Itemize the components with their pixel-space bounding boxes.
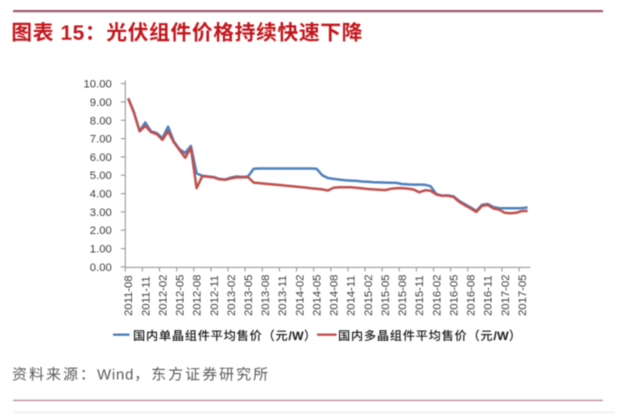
svg-text:2013-05: 2013-05 [243,275,255,316]
svg-text:6.00: 6.00 [90,152,112,164]
svg-text:2012-02: 2012-02 [157,275,169,316]
svg-text:8.00: 8.00 [90,115,112,127]
svg-text:2016-02: 2016-02 [431,275,443,316]
svg-text:3.00: 3.00 [90,207,112,219]
svg-text:2017-02: 2017-02 [500,275,512,316]
svg-text:2016-05: 2016-05 [449,275,461,316]
svg-text:2012-05: 2012-05 [175,275,187,316]
svg-text:2012-11: 2012-11 [209,275,221,316]
svg-text:4.00: 4.00 [90,189,112,201]
svg-text:0.00: 0.00 [90,262,112,274]
svg-text:2012-08: 2012-08 [192,275,204,316]
svg-text:2014-05: 2014-05 [312,275,324,316]
svg-text:2016-11: 2016-11 [483,275,495,316]
svg-text:2015-02: 2015-02 [363,275,375,316]
svg-text:5.00: 5.00 [90,170,112,182]
svg-text:2014-02: 2014-02 [294,275,306,316]
svg-text:2016-08: 2016-08 [466,275,478,316]
svg-text:2013-11: 2013-11 [277,275,289,316]
svg-text:2015-08: 2015-08 [397,275,409,316]
svg-text:9.00: 9.00 [90,97,112,109]
svg-text:2014-08: 2014-08 [329,275,341,316]
svg-text:2014-11: 2014-11 [346,275,358,316]
svg-text:2.00: 2.00 [90,225,112,237]
svg-text:2017-05: 2017-05 [517,275,529,316]
svg-text:7.00: 7.00 [90,134,112,146]
svg-text:2013-08: 2013-08 [260,275,272,316]
svg-text:2015-05: 2015-05 [380,275,392,316]
svg-text:2013-02: 2013-02 [226,275,238,316]
svg-text:10.00: 10.00 [84,79,112,91]
svg-text:2011-08: 2011-08 [123,275,135,316]
svg-text:2015-11: 2015-11 [414,275,426,316]
svg-text:2011-11: 2011-11 [140,276,152,316]
svg-text:1.00: 1.00 [90,244,112,256]
